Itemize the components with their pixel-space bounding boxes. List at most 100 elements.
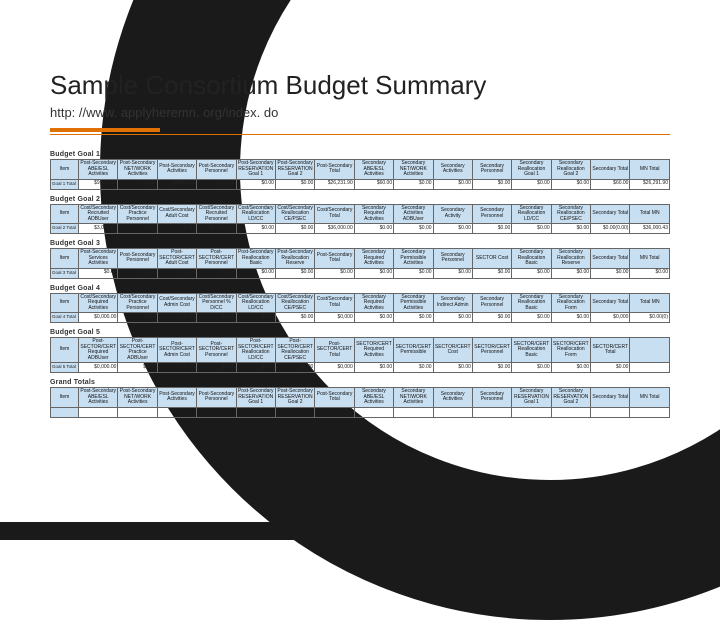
cell-value: $0.00 (591, 268, 630, 278)
column-header: Secondary Permissible Activities (394, 249, 433, 269)
row-label: Goal 2 Total (51, 224, 79, 234)
accent-line (50, 134, 670, 135)
column-header: Cost/Secondary Reallocation CE/PSEC (275, 204, 314, 224)
column-header: Secondary RESERVATION Goal 2 (551, 388, 590, 408)
cell-value: $0.00(0.00) (591, 224, 630, 234)
column-header: Secondary Reallocation Basic (512, 293, 551, 313)
cell-value: $0,000 (591, 313, 630, 323)
decorative-footer-bar (0, 522, 720, 540)
column-header: Post-Secondary Personnel (197, 388, 236, 408)
table-row: Goal 1 Total$9,331.90$0.00$0000000$16,90… (51, 179, 670, 189)
cell-value: $0.00 (433, 363, 472, 373)
column-header: Cost/Secondary Practice Personnel (118, 293, 157, 313)
cell-value: $0.00 (354, 224, 393, 234)
column-header: Secondary Required Activities (354, 204, 393, 224)
cell-value: $0.00 (236, 268, 275, 278)
column-header: Item (51, 338, 79, 363)
budget-table: ItemPost-SECTOR/CERT Required ADBUser Pos… (50, 337, 670, 373)
cell-value: $0.00 (157, 313, 196, 323)
table-row: Goal 4 Total$0,000.00$000$0.00$0.00$0.00… (51, 313, 670, 323)
column-header: Secondary Personnel (472, 388, 511, 408)
column-header: Post-Secondary Reallocation Reserve (275, 249, 314, 269)
column-header: Secondary Reallocation LD/CC (512, 204, 551, 224)
column-header: Secondary Indirect Admin (433, 293, 472, 313)
column-header: Secondary Activities (433, 160, 472, 180)
column-header: Secondary Total (591, 160, 630, 180)
cell-value: $0.00 (472, 363, 511, 373)
section-label: Budget Goal 3 (50, 240, 670, 247)
column-header: Secondary Reallocation CE/PSEC (551, 204, 590, 224)
cell-value: $0.00 (433, 268, 472, 278)
column-header: Cost/Secondary Required Activities (79, 293, 118, 313)
column-header: Secondary Activities ADBUser (394, 204, 433, 224)
cell-value: $0.00 (512, 179, 551, 189)
cell-value: $0.00 (236, 313, 275, 323)
subtitle-url: http: //www. applyheremn. org/index. do (50, 105, 670, 120)
cell-value: $0.00 (394, 313, 433, 323)
column-header: Cost/Secondary Reallocation CE/PSEC (275, 293, 314, 313)
column-header (630, 338, 670, 363)
cell-value: $0.00 (236, 363, 275, 373)
cell-value: $0.00(0) (630, 313, 670, 323)
column-header: Post-Secondary NET/WORK Activities (118, 160, 157, 180)
slide-content: Sample Consortium Budget Summary http: /… (0, 0, 720, 418)
column-header: Cost/Secondary Recruited Personnel (197, 204, 236, 224)
budget-table: ItemPost-Secondary ABE/ESL ActivitiesPos… (50, 387, 670, 418)
column-header: MN Total (630, 388, 670, 408)
cell-value: $0,000 (315, 363, 354, 373)
cell-value (79, 407, 118, 417)
page-title: Sample Consortium Budget Summary (50, 70, 670, 101)
column-header: Post-SECTOR/CERT Personnel (197, 249, 236, 269)
cell-value: $0.00 (512, 363, 551, 373)
column-header: Secondary Reallocation Form (551, 293, 590, 313)
column-header: Secondary Reallocation Goal 1 (512, 160, 551, 180)
column-header: MN Total (630, 160, 670, 180)
cell-value: $60.00 (354, 179, 393, 189)
column-header: Post-Secondary Activities (157, 388, 196, 408)
column-header: Post-Secondary Total (315, 388, 354, 408)
column-header: Total MN (630, 293, 670, 313)
column-header: Secondary Reallocation Reserve (551, 249, 590, 269)
cell-value: $0.00 (394, 268, 433, 278)
column-header: Cost/Secondary Admin Cost (157, 293, 196, 313)
cell-value: $0.00 (551, 268, 590, 278)
cell-value: $0.00 (275, 313, 314, 323)
cell-value: $0.00 (433, 313, 472, 323)
cell-value (354, 407, 393, 417)
cell-value (394, 407, 433, 417)
cell-value: $0.00 (630, 268, 670, 278)
column-header: Post-Secondary Total (315, 249, 354, 269)
cell-value: $0.00 (354, 313, 393, 323)
cell-value: $36,000.00 (315, 224, 354, 234)
column-header: Secondary NET/WORK Activities (394, 388, 433, 408)
column-header: Post-Secondary ABE/ESL Activities (79, 388, 118, 408)
cell-value: $0.00 (354, 363, 393, 373)
column-header: Post-SECTOR/CERT Admin Cost (157, 338, 196, 363)
column-header: Secondary Total (591, 204, 630, 224)
column-header: Post-Secondary NET/WORK Activities (118, 388, 157, 408)
section-label: Budget Goal 5 (50, 329, 670, 336)
column-header: Cost/Secondary Total (315, 293, 354, 313)
cell-value (118, 407, 157, 417)
column-header: Secondary Required Activities (354, 249, 393, 269)
cell-value: $0.00 (354, 268, 393, 278)
cell-value (630, 363, 670, 373)
cell-value (236, 407, 275, 417)
table-row: Goal 3 Total$0.00$0.00$0.00$0.00$0.00$0.… (51, 268, 670, 278)
table-row: Goal 5 Total$0,000.00$0.00$0.00$0.00$0.0… (51, 363, 670, 373)
column-header: Post-SECTOR/CERT Required ADBUser (79, 338, 118, 363)
column-header: Item (51, 160, 79, 180)
cell-value (275, 407, 314, 417)
column-header: SECTOR/CERT Total (591, 338, 630, 363)
column-header: Total MN (630, 204, 670, 224)
column-header: Post-SECTOR/CERT Total (315, 338, 354, 363)
section-label: Budget Goal 4 (50, 285, 670, 292)
column-header: Post-Secondary Activities (157, 160, 196, 180)
cell-value: $0.00 (394, 224, 433, 234)
cell-value: $0.00 (512, 268, 551, 278)
column-header: SECTOR/CERT Personnel (472, 338, 511, 363)
cell-value (591, 407, 630, 417)
table-row (51, 407, 670, 417)
column-header: Secondary Total (591, 293, 630, 313)
budget-tables-area: Budget Goal 1ItemPost-Secondary ABE/ESL … (50, 145, 670, 418)
